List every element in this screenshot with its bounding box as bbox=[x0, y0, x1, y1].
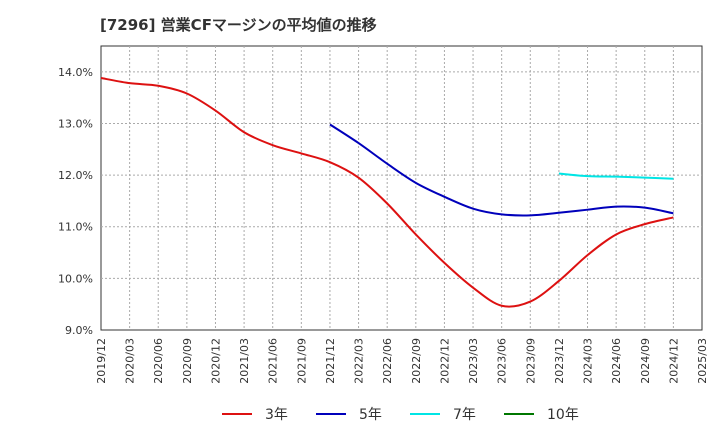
legend-label-0: 3年 bbox=[265, 407, 288, 423]
y-tick-label: 11.0% bbox=[58, 221, 93, 234]
x-tick-label: 2024/06 bbox=[610, 338, 623, 384]
x-tick-label: 2023/09 bbox=[524, 338, 537, 384]
y-tick-label: 12.0% bbox=[58, 169, 93, 182]
x-tick-label: 2025/03 bbox=[696, 338, 709, 384]
legend-label-2: 7年 bbox=[453, 407, 476, 423]
x-tick-label: 2024/12 bbox=[667, 338, 680, 384]
x-tick-label: 2020/09 bbox=[181, 338, 194, 384]
legend-label-3: 10年 bbox=[547, 407, 579, 423]
series-line-2 bbox=[558, 172, 674, 180]
x-tick-label: 2022/09 bbox=[410, 338, 423, 384]
x-tick-label: 2022/03 bbox=[353, 338, 366, 384]
legend-label-1: 5年 bbox=[359, 407, 382, 423]
x-tick-label: 2019/12 bbox=[95, 338, 108, 384]
series-line-1 bbox=[329, 123, 674, 217]
x-tick-label: 2021/12 bbox=[324, 338, 337, 384]
y-tick-label: 13.0% bbox=[58, 117, 93, 130]
chart-title: [7296] 営業CFマージンの平均値の推移 bbox=[100, 16, 377, 34]
y-tick-label: 10.0% bbox=[58, 272, 93, 285]
x-tick-label: 2022/12 bbox=[438, 338, 451, 384]
x-tick-label: 2021/09 bbox=[295, 338, 308, 384]
x-tick-label: 2024/09 bbox=[639, 338, 652, 384]
plot-area bbox=[100, 45, 703, 331]
x-tick-label: 2021/03 bbox=[238, 338, 251, 384]
y-tick-label: 14.0% bbox=[58, 66, 93, 79]
x-tick-label: 2022/06 bbox=[381, 338, 394, 384]
x-tick-label: 2023/12 bbox=[553, 338, 566, 384]
x-tick-label: 2024/03 bbox=[582, 338, 595, 384]
x-tick-label: 2020/12 bbox=[209, 338, 222, 384]
series-line-0 bbox=[100, 77, 674, 308]
x-tick-label: 2021/06 bbox=[267, 338, 280, 384]
x-tick-label: 2020/06 bbox=[152, 338, 165, 384]
y-tick-label: 9.0% bbox=[65, 324, 93, 337]
x-tick-label: 2020/03 bbox=[124, 338, 137, 384]
x-tick-label: 2023/06 bbox=[496, 338, 509, 384]
x-tick-label: 2023/03 bbox=[467, 338, 480, 384]
